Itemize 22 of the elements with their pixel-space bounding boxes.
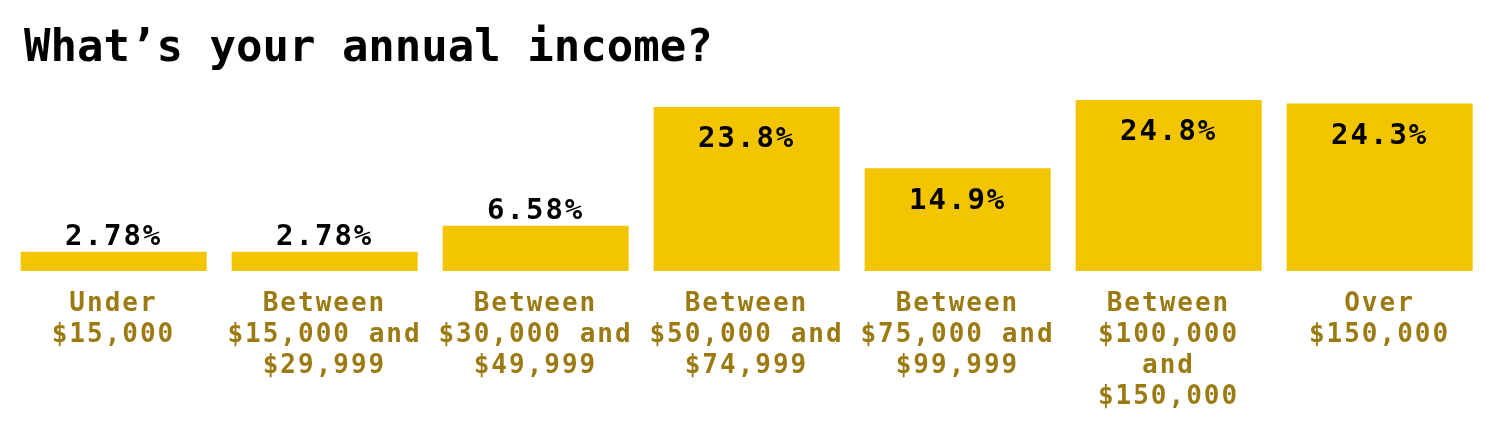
bar — [1286, 103, 1473, 271]
data-label: 24.3% — [1331, 116, 1429, 151]
data-label: 6.58% — [487, 192, 585, 227]
bar — [864, 168, 1051, 271]
data-label: 14.9% — [909, 181, 1007, 216]
bar — [231, 251, 418, 271]
data-label: 24.8% — [1120, 113, 1218, 148]
data-label: 2.78% — [276, 218, 374, 253]
bar — [1075, 100, 1262, 271]
data-label: 23.8% — [698, 120, 796, 155]
x-tick-label: Between $100,000 and $150,000 — [1097, 287, 1240, 410]
x-tick-label: Between $30,000 and $49,999 — [438, 287, 633, 379]
bar — [653, 106, 840, 271]
bar — [20, 251, 207, 271]
x-tick-label: Between $75,000 and $99,999 — [860, 287, 1055, 379]
x-tick-label: Under $15,000 — [51, 287, 176, 348]
x-tick-label: Between $15,000 and $29,999 — [227, 287, 422, 379]
x-tick-label: Over $150,000 — [1308, 287, 1451, 348]
chart-title: What’s your annual income? — [24, 20, 713, 71]
data-label: 2.78% — [65, 218, 163, 253]
bar — [442, 225, 629, 271]
x-tick-label: Between $50,000 and $74,999 — [649, 287, 844, 379]
